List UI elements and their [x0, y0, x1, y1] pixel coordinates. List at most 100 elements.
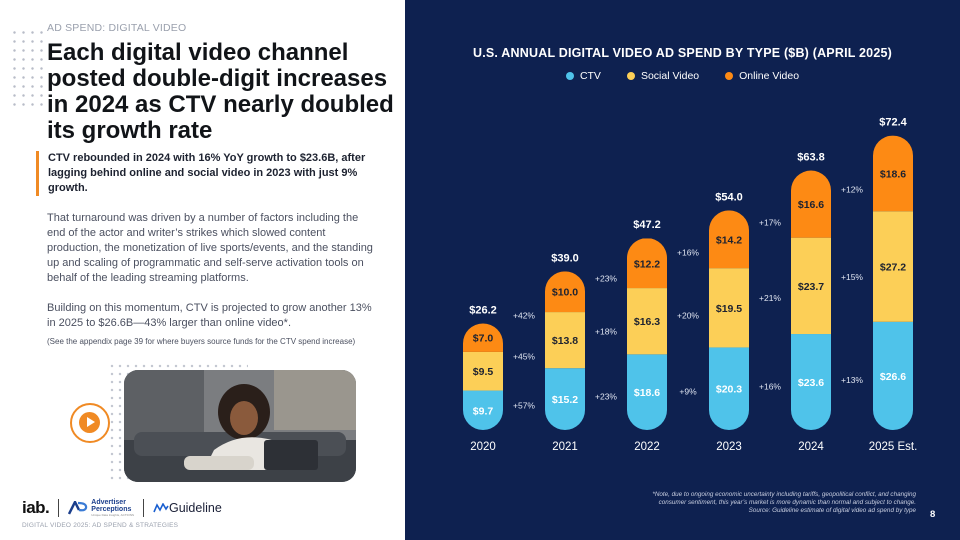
- bar-segment-ctv: [791, 334, 831, 430]
- growth-rate-label: +23%: [595, 274, 617, 284]
- legend-swatch-online: [725, 72, 734, 80]
- bar-total-label: $72.4: [879, 117, 907, 129]
- ap-logo-line-2: Perceptions: [91, 506, 132, 513]
- guideline-logo-text: Guideline: [168, 501, 222, 515]
- growth-rate-label: +45%: [513, 352, 535, 362]
- bar-value-label: $9.7: [473, 405, 494, 417]
- bar-total-label: $47.2: [633, 219, 661, 231]
- bar-segment-social-video: [873, 211, 913, 322]
- legend-swatch-ctv: [565, 72, 574, 80]
- bar-segment-social-video: [627, 288, 667, 355]
- chart-title: U.S. ANNUAL DIGITAL VIDEO AD SPEND BY TY…: [472, 46, 892, 60]
- bar-value-label: $14.2: [716, 234, 742, 246]
- footnote-source: Source: Guideline estimate of digital vi…: [748, 507, 916, 514]
- growth-rate-label: +57%: [513, 401, 535, 411]
- bar-segment-ctv: [873, 321, 913, 430]
- callout-text: CTV rebounded in 2024 with 16% YoY growt…: [36, 151, 376, 196]
- footer-report-title: DIGITAL VIDEO 2025: AD SPEND & STRATEGIE…: [22, 522, 179, 529]
- footnote-line-1: *Note, due to ongoing economic uncertain…: [652, 491, 916, 498]
- bar-total-label: $26.2: [469, 304, 497, 316]
- stacked-bar-chart: $9.7 +57% $9.5 +45% $7.0 +42% $26.2 2020 $15.2 +2…: [463, 117, 918, 453]
- footnote-line-2: consumer sentiment, this year’s market i…: [658, 499, 916, 506]
- growth-rate-label: +16%: [677, 247, 699, 257]
- x-axis-tick-label: 2023: [716, 441, 742, 453]
- x-axis-tick-label: 2021: [552, 441, 578, 453]
- growth-rate-label: +21%: [759, 293, 781, 303]
- body-paragraph-2: Building on this momentum, CTV is projec…: [47, 302, 372, 329]
- bar-segment-social-video: [545, 312, 585, 369]
- appendix-note: (See the appendix page 39 for where buye…: [47, 337, 356, 346]
- x-axis-tick-label: 2020: [470, 441, 496, 453]
- bar-segment-social-video: [709, 268, 749, 348]
- bar-total-label: $39.0: [551, 252, 579, 264]
- bar-value-label: $23.6: [798, 377, 824, 389]
- x-axis-tick-label: 2022: [634, 441, 660, 453]
- x-axis-tick-label: 2024: [798, 441, 824, 453]
- bar-value-label: $10.0: [552, 287, 578, 299]
- legend-label-ctv: CTV: [579, 70, 601, 82]
- growth-rate-label: +17%: [759, 218, 781, 228]
- bar-value-label: $13.8: [552, 335, 578, 347]
- bar-value-label: $12.2: [634, 258, 660, 270]
- x-axis-tick-label: 2025 Est.: [869, 441, 918, 453]
- ap-logo-line-1: Advertiser: [91, 499, 126, 506]
- logo-bar: iab. Advertiser Perceptions Unique Data …: [22, 497, 222, 519]
- bar-segment-online-video: [627, 238, 667, 289]
- bar-segment-social-video: [791, 237, 831, 335]
- bar-value-label: $16.3: [634, 316, 660, 328]
- bar-value-label: $9.5: [473, 366, 494, 378]
- decorative-dot-grid: [10, 28, 48, 108]
- logo-divider: [142, 499, 144, 517]
- bar-segment-social-video: [463, 351, 503, 391]
- bar-segment-ctv: [709, 347, 749, 430]
- legend-item-online: Online Video: [725, 70, 799, 82]
- guideline-logo: Guideline: [153, 501, 222, 515]
- body-paragraph-1: That turnaround was driven by a number o…: [47, 212, 373, 284]
- photo-illustration: [124, 370, 356, 482]
- page-headline: Each digital video channel posted double…: [47, 39, 394, 144]
- bar-segment-online-video: [791, 170, 831, 238]
- growth-rate-label: +15%: [841, 272, 863, 282]
- growth-rate-label: +23%: [595, 392, 617, 402]
- bar-value-label: $26.6: [880, 371, 906, 383]
- growth-rate-label: +42%: [513, 311, 535, 321]
- bar-value-label: $15.2: [552, 394, 578, 406]
- bar-value-label: $18.6: [880, 168, 906, 180]
- bar-value-label: $23.7: [798, 281, 824, 293]
- bar-segment-online-video: [545, 271, 585, 313]
- logo-divider: [58, 499, 60, 517]
- growth-rate-label: +13%: [841, 375, 863, 385]
- legend-item-social: Social Video: [626, 70, 700, 82]
- growth-rate-label: +9%: [679, 386, 697, 396]
- woman-watching-laptop-photo: [124, 370, 356, 482]
- bar-segment-ctv: [463, 390, 503, 430]
- growth-rate-label: +18%: [595, 327, 617, 337]
- page-number: 8: [930, 509, 936, 520]
- ap-mark-icon: [68, 501, 88, 515]
- growth-rate-label: +20%: [677, 311, 699, 321]
- growth-rate-label: +16%: [759, 381, 781, 391]
- chart-footnote: *Note, due to ongoing economic uncertain…: [560, 491, 916, 515]
- bar-total-label: $63.8: [797, 152, 825, 164]
- legend-label-online: Online Video: [739, 70, 800, 82]
- legend-swatch-social: [626, 72, 635, 80]
- section-eyebrow: AD SPEND: DIGITAL VIDEO: [47, 22, 187, 34]
- bar-value-label: $19.5: [716, 303, 742, 315]
- bar-segment-ctv: [545, 368, 585, 430]
- bar-value-label: $20.3: [716, 384, 742, 396]
- ap-logo-tagline: Unique Data Insights, ACTIONS: [91, 513, 134, 517]
- guideline-wave-icon: [153, 503, 169, 513]
- bar-total-label: $54.0: [715, 191, 743, 203]
- iab-logo: iab.: [22, 498, 50, 517]
- bar-value-label: $27.2: [880, 262, 906, 274]
- bar-value-label: $16.6: [798, 199, 824, 211]
- play-icon: [70, 403, 110, 443]
- bar-segment-ctv: [627, 354, 667, 430]
- legend-label-social: Social Video: [640, 70, 700, 82]
- growth-rate-label: +12%: [841, 185, 863, 195]
- bar-segment-online-video: [873, 135, 913, 212]
- bar-value-label: $18.6: [634, 387, 660, 399]
- chart-legend: CTV Social Video Online Video: [405, 70, 960, 82]
- bar-segment-online-video: [709, 210, 749, 269]
- bar-value-label: $7.0: [473, 333, 494, 345]
